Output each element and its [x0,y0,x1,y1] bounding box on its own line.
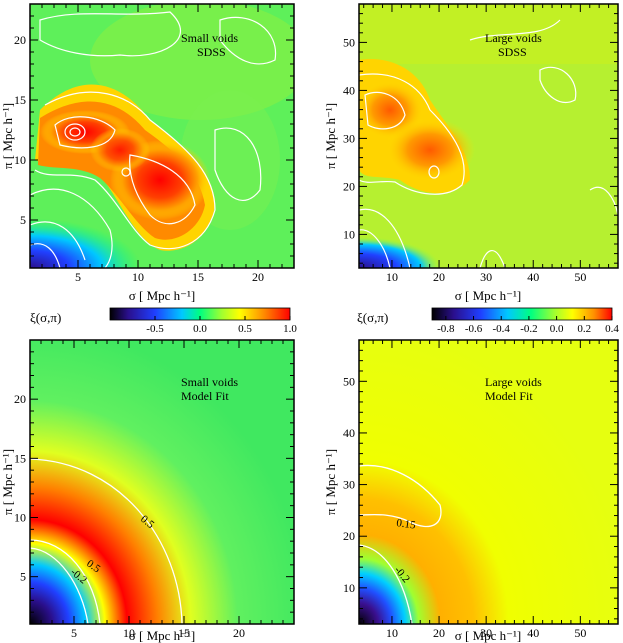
x-tick-label: 5 [75,270,81,284]
y-tick-label: 50 [343,374,355,388]
colorbar-tick-label: 0.5 [238,323,252,335]
y-tick-label: 10 [343,581,355,595]
colorbar-tick-label: 0.2 [577,323,591,335]
annotation-line2: SDSS [498,45,527,59]
annotation-line2: Model Fit [485,389,533,403]
contours-bottom-left [30,458,183,624]
y-axis-label: π [ Mpc h⁻¹] [0,103,15,169]
annotation-line1: Small voids [181,31,238,45]
annotation-line1: Small voids [181,375,238,389]
colorbar-tick-label: -0.8 [437,323,455,335]
x-tick-label: 5 [71,626,77,640]
y-axis-label: π [ Mpc h⁻¹] [323,103,338,169]
x-tick-label: 10 [386,626,398,640]
x-tick-label: 20 [252,270,264,284]
heatmap-bottom-right [359,340,618,624]
colorbar-tick-label: -0.6 [465,323,483,335]
contours-top-right [359,19,618,268]
y-tick-label: 20 [343,529,355,543]
panel-top-left: 5 10 15 20 5 10 15 20 Small voids SDSS σ [ Mpc … [0,3,295,303]
y-tick-label: 20 [14,392,26,406]
x-axis-label: σ [ Mpc h⁻¹] [129,288,196,303]
y-tick-label: 40 [343,426,355,440]
heatmap-top-right [359,4,618,268]
y-tick-label: 20 [343,179,355,193]
y-tick-label: 10 [343,227,355,241]
contours-bottom-right [359,464,442,624]
y-tick-label: 5 [20,570,26,584]
colorbar-right: ξ(σ,π) -0.8 -0.6 -0.4 -0.2 0.0 0.2 0.4 [357,307,619,335]
colorbar-gradient [431,307,613,321]
x-tick-label: 40 [527,270,539,284]
x-axis-label: σ [ Mpc h⁻¹] [455,288,522,303]
colorbar-left: ξ(σ,π) -0.5 0.0 0.5 1.0 [30,307,297,335]
y-tick-label: 10 [14,511,26,525]
annotation-line1: Large voids [485,375,542,389]
x-tick-label: 40 [527,626,539,640]
heatmap-top-left [30,4,294,268]
colorbar-tick-label: 0.0 [193,323,207,335]
colorbar-tick-label: 0.0 [550,323,564,335]
y-tick-label: 30 [343,478,355,492]
colorbar-label: ξ(σ,π) [357,310,388,325]
colorbar-tick-label: -0.5 [146,323,164,335]
x-tick-label: 50 [574,270,586,284]
x-tick-label: 30 [480,270,492,284]
colorbar-tick-label: -0.2 [520,323,537,335]
y-tick-label: 40 [343,83,355,97]
colorbar-label: ξ(σ,π) [30,310,61,325]
contour-label: 0.15 [396,517,417,532]
y-tick-label: 30 [343,131,355,145]
x-tick-label: 10 [132,270,144,284]
x-tick-label: 20 [433,626,445,640]
y-tick-label: 20 [14,33,26,47]
contours-top-left [30,11,277,268]
x-tick-label: 20 [233,626,245,640]
x-tick-label: 30 [480,626,492,640]
annotation-line2: SDSS [197,45,226,59]
x-axis-label: σ [ Mpc h⁻¹] [455,628,522,643]
x-tick-label: 50 [574,626,586,640]
y-axis-label: π [ Mpc h⁻¹] [323,449,338,515]
y-tick-label: 15 [14,451,26,465]
x-tick-label: 20 [433,270,445,284]
y-tick-label: 50 [343,35,355,49]
x-tick-label: 15 [178,626,190,640]
colorbar-tick-label: 0.4 [605,323,619,335]
annotation-line1: Large voids [485,31,542,45]
x-axis-label: σ [ Mpc h⁻¹] [129,628,196,643]
annotation-line2: Model Fit [181,389,229,403]
y-tick-label: 15 [14,93,26,107]
colorbar-tick-label: 1.0 [283,323,297,335]
heatmap-bottom-left [30,340,294,624]
y-axis-label: π [ Mpc h⁻¹] [0,449,15,515]
x-tick-label: 10 [386,270,398,284]
x-tick-label: 10 [123,626,135,640]
x-tick-label: 15 [192,270,204,284]
colorbar-tick-label: -0.4 [493,323,511,335]
y-tick-label: 10 [14,153,26,167]
panel-top-right: 10 20 30 40 50 10 20 30 40 50 Large voids SDSS σ … [323,3,619,303]
y-tick-label: 5 [20,213,26,227]
